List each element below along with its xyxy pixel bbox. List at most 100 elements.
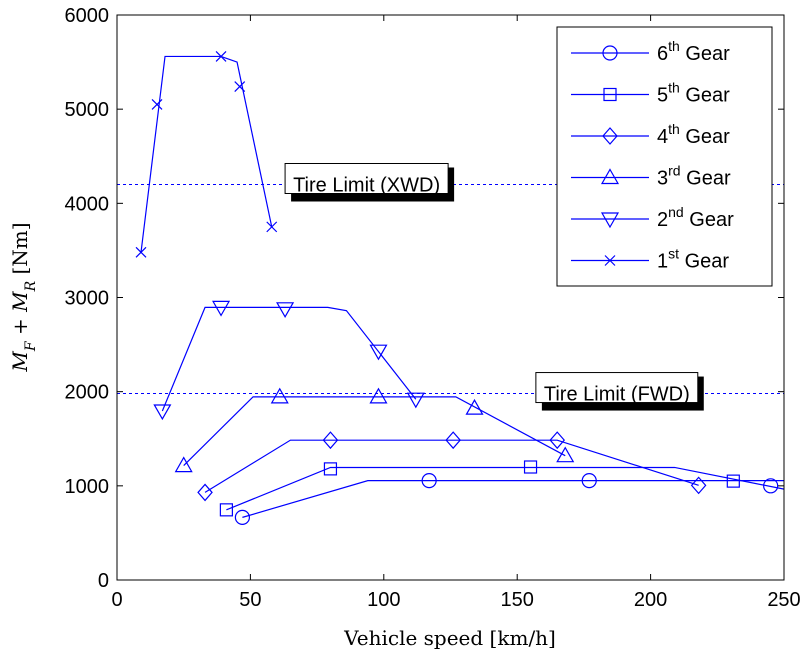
tire-limit-annotation: Tire Limit (FWD) bbox=[535, 372, 704, 411]
series-group bbox=[135, 51, 785, 525]
data-point bbox=[600, 168, 620, 185]
data-point bbox=[369, 387, 388, 404]
y-tick-label: 5000 bbox=[65, 99, 110, 121]
series-gear-2 bbox=[153, 300, 425, 421]
series-gear-6 bbox=[234, 473, 784, 525]
legend-gear-word: Gear bbox=[679, 251, 729, 273]
legend-box bbox=[556, 26, 773, 287]
legend-gear-word: Gear bbox=[681, 168, 731, 190]
y-tick-label: 6000 bbox=[65, 5, 110, 27]
y-tick-label: 1000 bbox=[65, 476, 110, 498]
x-tick-label: 150 bbox=[501, 589, 534, 611]
x-axis-label: Vehicle speed [km/h] bbox=[343, 626, 556, 650]
legend-gear-suffix: nd bbox=[668, 204, 684, 220]
data-point bbox=[690, 476, 707, 495]
data-point bbox=[604, 255, 616, 266]
legend-gear-word: Gear bbox=[684, 209, 734, 231]
data-point bbox=[322, 431, 339, 450]
annotations: Tire Limit (XWD) Tire Limit (FWD) bbox=[284, 163, 704, 411]
legend-gear-number: 5 bbox=[657, 85, 668, 107]
y-tick-label: 3000 bbox=[65, 288, 110, 310]
data-point bbox=[421, 473, 437, 489]
legend-gear-number: 4 bbox=[657, 126, 668, 148]
legend-gear-suffix: rd bbox=[668, 163, 680, 179]
data-point bbox=[602, 45, 618, 61]
legend-label: 2nd Gear bbox=[657, 204, 734, 231]
legend-label: 6th Gear bbox=[657, 38, 730, 65]
series-gear-5 bbox=[219, 460, 785, 517]
series-line bbox=[204, 439, 699, 493]
data-point bbox=[135, 246, 147, 258]
tire-limit-annotation: Tire Limit (XWD) bbox=[284, 163, 455, 202]
data-point bbox=[215, 51, 227, 62]
y-axis-label: MF + MR [Nm] bbox=[8, 222, 39, 372]
data-point bbox=[266, 221, 278, 233]
data-point bbox=[234, 509, 250, 525]
data-point bbox=[234, 81, 246, 92]
data-point bbox=[219, 503, 233, 517]
legend-label: 1st Gear bbox=[657, 246, 729, 273]
annotation-box bbox=[284, 163, 449, 194]
data-point bbox=[602, 127, 618, 145]
y-label-plus: + bbox=[8, 312, 32, 341]
legend-label: 4th Gear bbox=[657, 121, 730, 148]
y-label-s2: R bbox=[23, 280, 39, 292]
series-line bbox=[242, 480, 784, 518]
series-gear-1 bbox=[135, 51, 278, 258]
data-point bbox=[523, 460, 538, 474]
data-point bbox=[369, 344, 388, 361]
tire-limit-label: Tire Limit (XWD) bbox=[293, 175, 440, 197]
y-label-m2: M bbox=[8, 291, 32, 313]
legend-gear-number: 1 bbox=[657, 251, 668, 273]
data-point bbox=[212, 300, 231, 317]
legend-label: 3rd Gear bbox=[657, 163, 731, 190]
legend-item: 1st Gear bbox=[571, 246, 729, 273]
legend-gear-suffix: st bbox=[668, 246, 679, 262]
y-tick-label: 2000 bbox=[65, 382, 110, 404]
data-point bbox=[174, 456, 193, 473]
series-line bbox=[226, 466, 785, 511]
tire-limit-label: Tire Limit (FWD) bbox=[544, 384, 690, 406]
data-point bbox=[276, 302, 295, 319]
data-point bbox=[406, 392, 425, 409]
legend-item: 6th Gear bbox=[571, 38, 730, 65]
legend-gear-number: 3 bbox=[657, 168, 668, 190]
data-point bbox=[323, 462, 338, 476]
data-point bbox=[549, 431, 566, 450]
data-point bbox=[445, 431, 461, 450]
series-gear-4 bbox=[197, 431, 707, 502]
legend-item: 2nd Gear bbox=[571, 204, 734, 231]
legend-gear-suffix: th bbox=[668, 80, 680, 96]
data-point bbox=[153, 404, 172, 421]
y-label-m1: M bbox=[8, 351, 32, 373]
y-tick-label: 0 bbox=[98, 570, 109, 592]
data-point bbox=[197, 483, 213, 502]
series-line bbox=[183, 396, 566, 467]
data-point bbox=[763, 478, 779, 494]
x-tick-label: 250 bbox=[767, 589, 800, 611]
series-gear-3 bbox=[174, 387, 575, 473]
data-point bbox=[726, 474, 740, 488]
y-label-s1: F bbox=[23, 340, 39, 352]
y-tick-label: 4000 bbox=[65, 193, 110, 215]
data-point bbox=[603, 87, 617, 102]
x-tick-label: 50 bbox=[239, 589, 261, 611]
axis-ticks: 0 50 100 150 200 250 0 1000 2000 3000 4000 5000 6000 bbox=[65, 5, 801, 611]
annotation-box bbox=[535, 372, 699, 404]
data-point bbox=[465, 398, 484, 415]
legend-item: 3rd Gear bbox=[571, 163, 731, 190]
legend-gear-word: Gear bbox=[680, 126, 730, 148]
data-point bbox=[581, 473, 597, 489]
x-tick-label: 200 bbox=[634, 589, 667, 611]
data-point bbox=[600, 212, 620, 229]
data-point bbox=[151, 99, 163, 110]
legend-label: 5th Gear bbox=[657, 80, 730, 107]
legend-gear-word: Gear bbox=[680, 43, 730, 65]
legend-gear-number: 2 bbox=[657, 209, 668, 231]
legend-gear-word: Gear bbox=[680, 85, 730, 107]
y-label-unit: [Nm] bbox=[8, 222, 32, 280]
legend-item: 5th Gear bbox=[571, 80, 730, 107]
x-tick-label: 0 bbox=[111, 589, 122, 611]
